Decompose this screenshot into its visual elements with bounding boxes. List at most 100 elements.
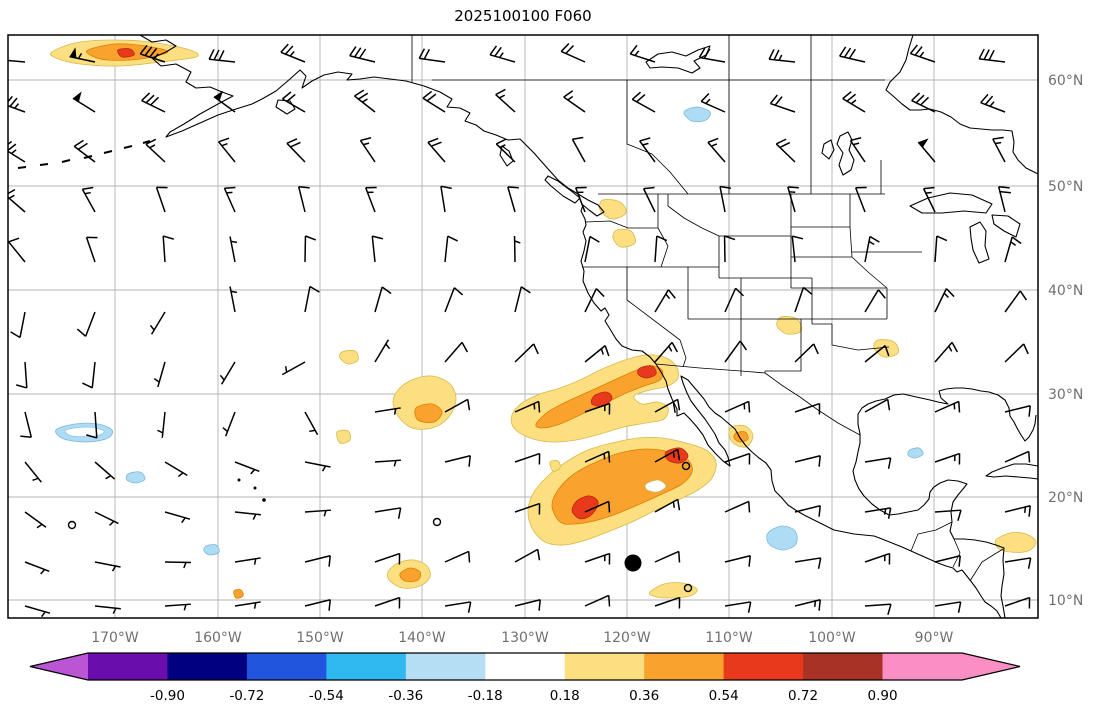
barb-staff xyxy=(514,548,539,563)
barb-full xyxy=(213,49,220,61)
barb-full xyxy=(671,342,679,353)
wind-barb xyxy=(934,341,959,363)
barb-full xyxy=(16,384,28,389)
contour-region-pale_blue xyxy=(683,106,711,123)
wind-barb xyxy=(654,498,681,513)
contour-region-pale_blue xyxy=(766,525,798,551)
barb-full xyxy=(887,507,892,519)
wind-barb xyxy=(1004,504,1031,517)
wind-barb xyxy=(507,186,519,213)
barb-staff xyxy=(571,138,586,163)
barb-full xyxy=(945,288,955,298)
filled-dot-marker xyxy=(624,554,642,572)
wind-barb xyxy=(864,507,892,519)
barb-full xyxy=(978,48,985,60)
barb-staff xyxy=(584,402,610,413)
barb-staff xyxy=(444,601,471,607)
colorbar-tick-label: -0.18 xyxy=(468,688,503,704)
barb-half xyxy=(814,600,817,607)
barb-staff xyxy=(234,511,261,516)
barb-half xyxy=(183,604,187,611)
contour-region-pale_blue xyxy=(907,447,924,459)
barb-full xyxy=(1019,290,1028,301)
barb-staff xyxy=(724,340,741,363)
barb-full xyxy=(489,45,498,56)
barb-staff xyxy=(444,341,463,363)
wind-barb xyxy=(922,186,936,213)
barb-full xyxy=(1028,505,1031,517)
barb-full xyxy=(349,46,357,57)
barb-full xyxy=(427,137,439,144)
barb-full xyxy=(218,50,225,61)
wind-barb xyxy=(794,504,821,517)
wind-barb xyxy=(444,287,464,313)
barb-full xyxy=(8,188,16,195)
barb-staff xyxy=(427,141,446,163)
barb-full xyxy=(608,595,611,607)
wind-barb xyxy=(992,136,1006,163)
barb-staff xyxy=(218,141,236,163)
barb-half xyxy=(705,98,711,104)
barb-full xyxy=(284,45,294,55)
map-frame xyxy=(7,34,1039,619)
barb-staff xyxy=(864,507,891,513)
barb-staff xyxy=(584,288,598,313)
wind-barb xyxy=(775,138,796,163)
barb-half xyxy=(778,54,783,61)
wind-barb-field xyxy=(8,42,1032,618)
barb-staff xyxy=(73,145,96,163)
barb-staff xyxy=(654,498,679,513)
wind-barb xyxy=(489,45,516,63)
point-markers xyxy=(235,554,642,597)
barb-staff xyxy=(209,58,236,63)
barb-full xyxy=(700,92,710,102)
barb-half xyxy=(109,520,115,526)
wind-barb xyxy=(864,552,891,565)
barb-half xyxy=(8,194,15,199)
wind-barb xyxy=(584,450,611,463)
wind-barb xyxy=(223,186,236,213)
wind-barb xyxy=(304,411,319,436)
contour-region-pale_blue xyxy=(203,544,220,556)
barb-staff xyxy=(654,448,679,463)
barb-staff xyxy=(224,411,236,437)
wind-barb xyxy=(76,311,96,337)
barb-staff xyxy=(769,58,796,63)
cuba-coastline xyxy=(985,463,1038,480)
wind-barb xyxy=(654,398,681,413)
barb-staff xyxy=(934,288,948,313)
contour-region-yellow xyxy=(776,316,802,335)
contour-region-orange xyxy=(399,567,422,582)
wind-barb xyxy=(584,235,600,263)
wind-barb xyxy=(349,46,376,63)
barb-staff xyxy=(444,236,449,263)
wind-barb xyxy=(654,550,681,563)
barb-full xyxy=(145,94,155,104)
barb-full xyxy=(1028,405,1031,417)
barb-pennant xyxy=(72,91,82,102)
barb-full xyxy=(735,287,745,297)
barb-half xyxy=(36,523,43,529)
wind-barb xyxy=(139,44,166,63)
barb-full xyxy=(565,45,574,54)
wind-barb xyxy=(440,185,452,213)
barb-staff xyxy=(374,507,401,513)
barb-staff xyxy=(304,598,331,607)
wind-barb xyxy=(934,235,948,263)
wind-barb xyxy=(794,557,822,569)
barb-full xyxy=(8,237,20,243)
barb-staff xyxy=(489,54,516,63)
barb-staff xyxy=(304,411,319,436)
barb-staff xyxy=(654,289,670,313)
colorbar-segment xyxy=(564,653,645,680)
wind-barb xyxy=(427,137,446,163)
barb-half xyxy=(105,475,112,480)
barb-staff xyxy=(91,361,96,388)
wind-barb xyxy=(86,411,98,439)
barb-staff xyxy=(514,502,540,513)
wind-barb xyxy=(574,186,587,213)
barb-staff xyxy=(699,56,726,63)
barb-staff xyxy=(24,361,28,388)
kodiak-island xyxy=(275,99,296,115)
wind-barb xyxy=(374,596,401,609)
